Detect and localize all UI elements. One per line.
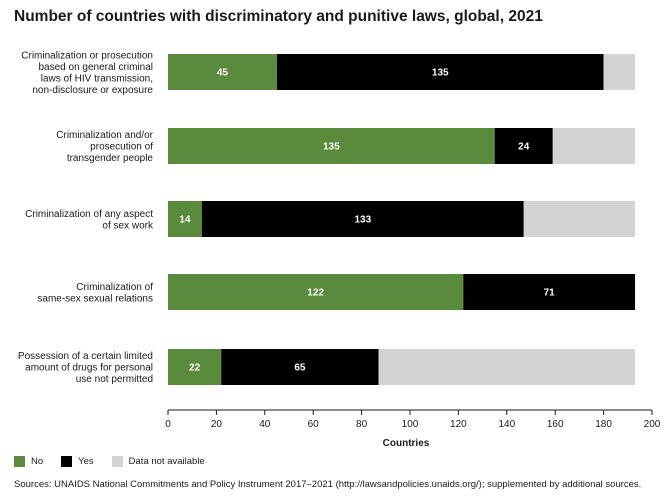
data-label: 135 — [323, 142, 340, 153]
category-label: based on general criminal — [38, 62, 153, 73]
data-label: 24 — [518, 142, 530, 153]
x-tick-label: 120 — [450, 419, 467, 430]
legend-label: Data not available — [128, 456, 205, 467]
category-label: Possession of a certain limited — [18, 351, 153, 362]
category-label: Criminalization or prosecution — [21, 50, 153, 61]
bar-yes-3 — [463, 274, 636, 310]
data-label: 71 — [544, 288, 556, 299]
category-label: use not permitted — [76, 374, 153, 385]
bar-no-4 — [168, 349, 222, 385]
bar-yes-4 — [221, 349, 379, 385]
data-label: 22 — [189, 363, 201, 374]
legend: No Yes Data not available — [14, 456, 223, 467]
bar-data-not-available-0 — [603, 54, 636, 90]
bar-data-not-available-2 — [523, 201, 636, 237]
bar-no-3 — [168, 274, 464, 310]
data-label: 133 — [354, 215, 371, 226]
bar-no-0 — [168, 54, 277, 90]
bar-no-1 — [168, 128, 495, 164]
category-label: Criminalization and/or — [56, 130, 153, 141]
x-tick-label: 40 — [259, 419, 271, 430]
data-label: 14 — [179, 215, 191, 226]
data-label: 135 — [432, 68, 449, 79]
bar-yes-0 — [276, 54, 604, 90]
data-label: 65 — [294, 363, 306, 374]
x-tick-label: 80 — [356, 419, 368, 430]
chart-title: Number of countries with discriminatory … — [14, 8, 543, 25]
category-label: same-sex sexual relations — [37, 293, 153, 304]
data-label: 122 — [307, 288, 324, 299]
x-tick-label: 20 — [211, 419, 223, 430]
x-tick-label: 0 — [165, 419, 171, 430]
legend-swatch — [14, 456, 25, 467]
x-tick-label: 160 — [547, 419, 564, 430]
x-tick-label: 100 — [402, 419, 419, 430]
legend-item: Yes — [61, 456, 94, 467]
bar-data-not-available-1 — [552, 128, 636, 164]
category-label: prosecution of — [90, 142, 153, 153]
data-label: 45 — [217, 68, 229, 79]
x-tick-label: 140 — [498, 419, 515, 430]
x-tick-label: 60 — [308, 419, 320, 430]
category-label: laws of HIV transmission, — [41, 73, 153, 84]
bar-yes-1 — [494, 128, 553, 164]
category-label: amount of drugs for personal — [25, 363, 153, 374]
category-label: non-disclosure or exposure — [32, 85, 153, 96]
x-tick-label: 200 — [644, 419, 661, 430]
legend-item: No — [14, 456, 43, 467]
x-tick-label: 180 — [595, 419, 612, 430]
bar-data-not-available-4 — [378, 349, 636, 385]
category-label: of sex work — [102, 220, 154, 231]
bar-no-2 — [168, 201, 202, 237]
category-label: Criminalization of — [76, 282, 153, 293]
legend-label: Yes — [78, 456, 94, 467]
legend-swatch — [111, 456, 123, 467]
bar-yes-2 — [201, 201, 524, 237]
legend-label: No — [31, 456, 44, 467]
category-label: transgender people — [67, 153, 154, 164]
legend-swatch — [61, 456, 73, 467]
legend-item: Data not available — [111, 456, 205, 467]
category-label: Criminalization of any aspect — [25, 209, 153, 220]
source-note: Sources: UNAIDS National Commitments and… — [14, 479, 642, 490]
x-axis-title: Countries — [383, 438, 430, 449]
